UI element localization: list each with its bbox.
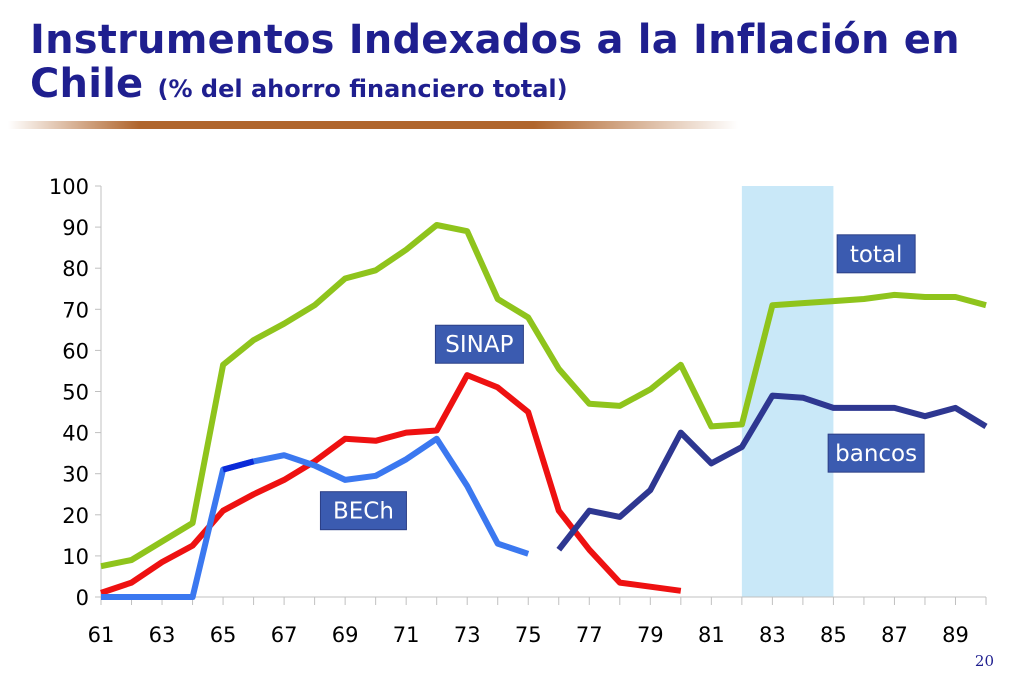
x-tick-label: 89 (942, 623, 969, 647)
annotation-label: SINAP (445, 332, 513, 358)
x-tick-label: 73 (454, 623, 481, 647)
title-subtitle: (% del ahorro financiero total) (157, 75, 568, 103)
annotation-box (434, 324, 524, 364)
title-main: Instrumentos Indexados a la Inflación en… (30, 17, 960, 107)
annotation-bech: BECh (319, 491, 407, 531)
annotation-box (319, 491, 407, 531)
y-tick-label: 80 (62, 257, 89, 281)
axis-layer: 0 10 20 30 40 50 60 70 80 90 100 61 63 65 67 69 71 73 75 77… (49, 175, 987, 647)
page-number: 20 (974, 652, 994, 670)
x-tick-label: 63 (149, 623, 176, 647)
y-tick-label: 0 (76, 586, 89, 610)
annotation-label: total (850, 242, 903, 268)
annotation-box (836, 234, 916, 274)
annotation-label: bancos (835, 441, 917, 467)
series-line-sinap (100, 372, 682, 596)
x-tick-label: 81 (698, 623, 725, 647)
x-tick-label: 75 (515, 623, 542, 647)
series-layer (100, 222, 988, 600)
series-line-bancos (556, 392, 988, 552)
x-tick-label: 77 (576, 623, 603, 647)
annotation-sinap: SINAP (434, 324, 524, 364)
series-line-bech (101, 435, 530, 600)
annotation-total: total (836, 234, 916, 274)
x-tick-label: 79 (637, 623, 664, 647)
y-tick-label: 70 (62, 298, 89, 322)
series-line-bech-accent (222, 458, 255, 473)
highlight-band (741, 186, 834, 597)
y-tick-label: 100 (49, 175, 89, 199)
x-tick-label: 83 (759, 623, 786, 647)
y-tick-label: 50 (62, 381, 89, 405)
annotation-box (827, 433, 925, 473)
x-tick-label: 71 (393, 623, 420, 647)
y-tick-label: 20 (62, 504, 89, 528)
y-tick-label: 90 (62, 216, 89, 240)
title-underline (8, 121, 738, 129)
x-tick-label: 87 (881, 623, 908, 647)
x-tick-label: 85 (820, 623, 847, 647)
annotation-layer: total SINAP BECh bancos (319, 234, 925, 531)
x-tick-label: 69 (332, 623, 359, 647)
y-tick-label: 30 (62, 463, 89, 487)
annotation-label: BECh (333, 499, 394, 525)
annotation-bancos: bancos (827, 433, 925, 473)
x-tick-label: 61 (88, 623, 115, 647)
y-tick-label: 10 (62, 545, 89, 569)
slide-title: Instrumentos Indexados a la Inflación en… (30, 18, 1024, 111)
series-line-total (100, 222, 987, 570)
x-tick-label: 67 (271, 623, 298, 647)
highlight-band-layer (741, 186, 834, 597)
y-tick-label: 40 (62, 422, 89, 446)
y-tick-label: 60 (62, 339, 89, 363)
x-tick-label: 65 (210, 623, 237, 647)
